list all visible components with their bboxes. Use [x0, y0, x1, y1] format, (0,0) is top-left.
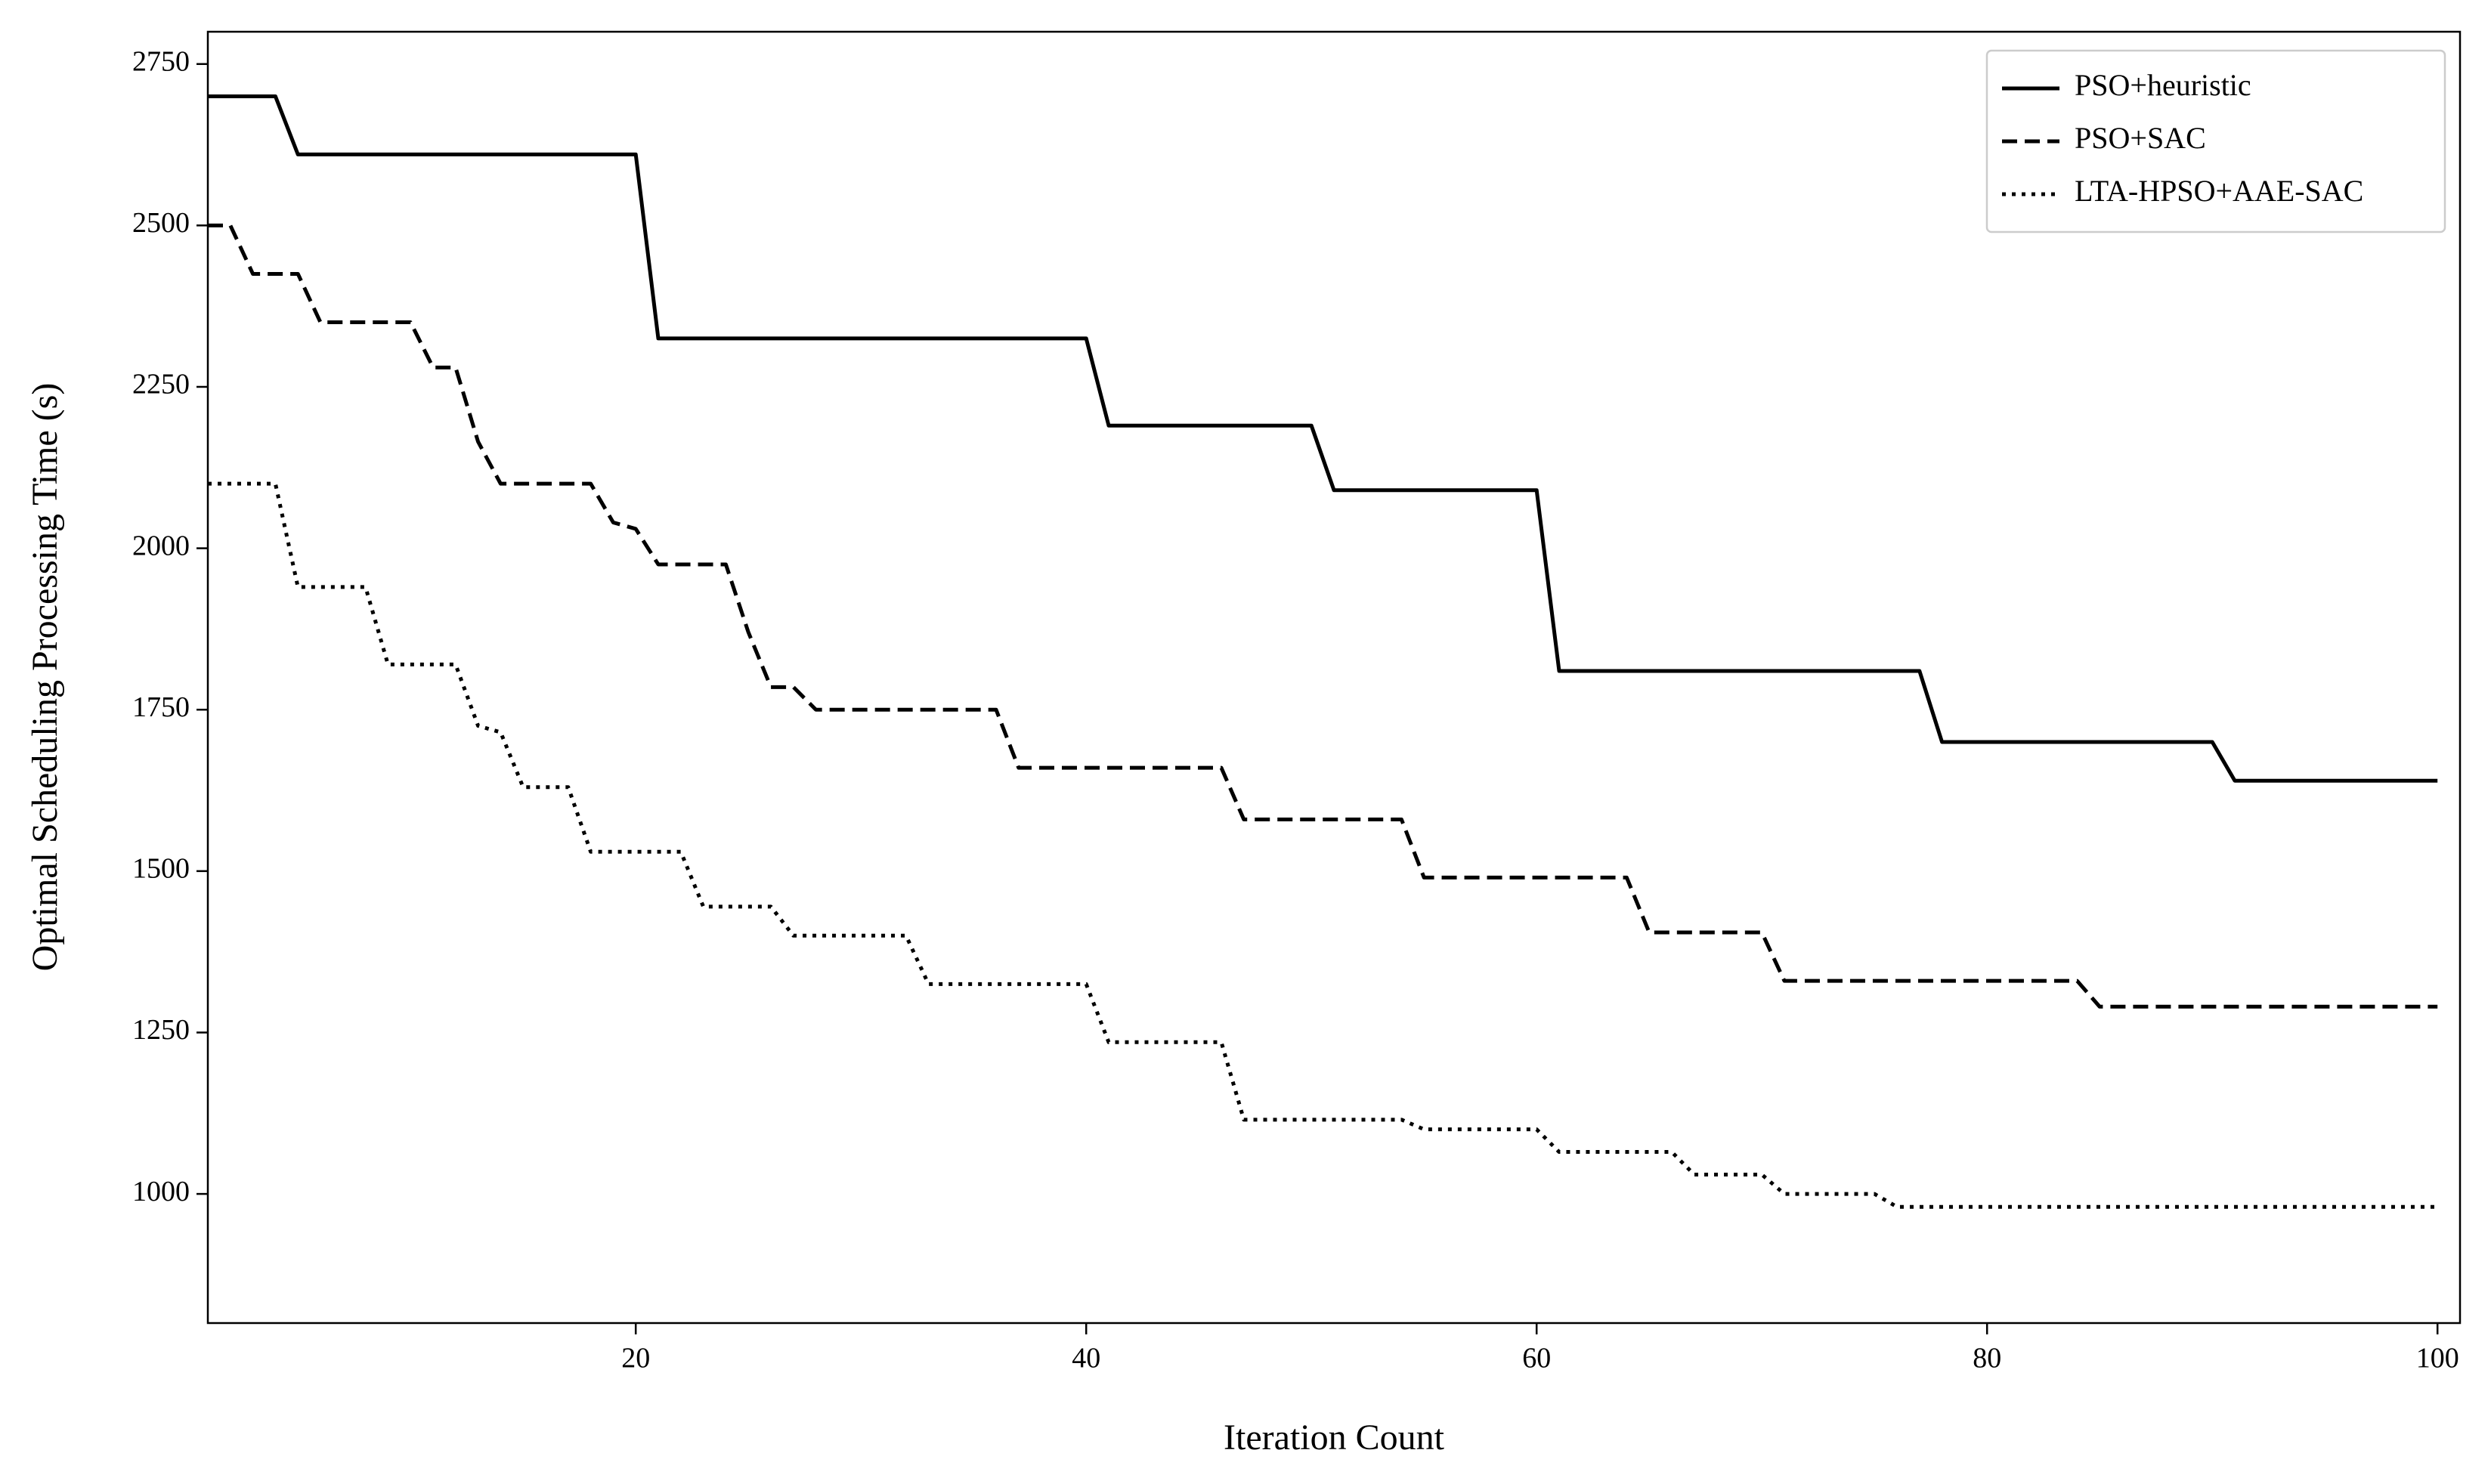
y-tick-label: 1250 [132, 1014, 190, 1046]
line-series [208, 223, 2438, 1009]
y-tick-label: 1750 [132, 691, 190, 723]
x-tick-label: 100 [2416, 1343, 2459, 1374]
x-axis-label: Iteration Count [1224, 1418, 1445, 1458]
y-tick-label: 2500 [132, 207, 190, 239]
legend-label: PSO+heuristic [2075, 68, 2251, 102]
y-tick-label: 2000 [132, 530, 190, 561]
plot-frame [206, 30, 2462, 1325]
x-tick-label: 60 [1522, 1343, 1551, 1374]
y-tick-label: 1500 [132, 853, 190, 885]
y-tick-label: 2750 [132, 45, 190, 77]
x-tick-label: 80 [1973, 1343, 2001, 1374]
line-series [208, 94, 2438, 783]
x-tick-label: 20 [621, 1343, 650, 1374]
x-tick-label: 40 [1072, 1343, 1100, 1374]
legend-box [1985, 49, 2446, 233]
legend-label: LTA-HPSO+AAE-SAC [2075, 174, 2363, 208]
line-series [208, 481, 2438, 1209]
y-axis-label: Optimal Scheduling Processing Time (s) [25, 383, 65, 972]
y-tick-label: 2250 [132, 369, 190, 400]
y-tick-label: 1000 [132, 1176, 190, 1207]
legend-label: PSO+SAC [2075, 121, 2206, 155]
